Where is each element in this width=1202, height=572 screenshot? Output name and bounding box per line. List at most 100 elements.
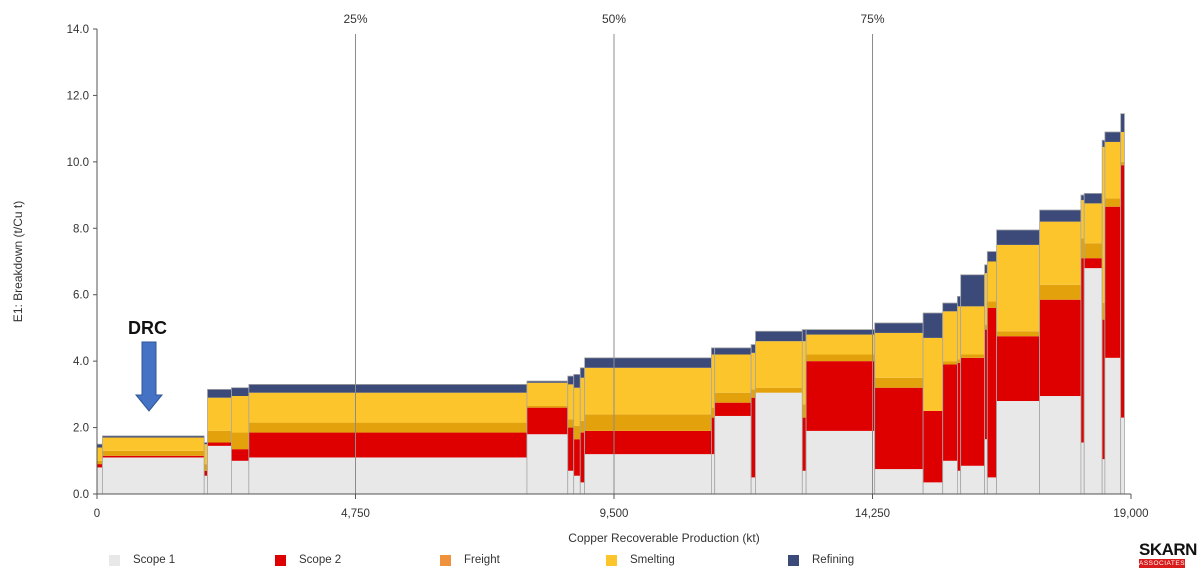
- scope-2-segment: [1039, 299, 1081, 397]
- smelting-segment: [1080, 200, 1085, 239]
- scope-1-segment: [960, 465, 985, 494]
- smelting-segment: [102, 437, 205, 451]
- freight-segment: [207, 430, 232, 443]
- legend-label: Refining: [812, 554, 855, 566]
- refining-segment: [711, 347, 715, 355]
- smelting-segment: [942, 311, 958, 362]
- scope-2-segment: [996, 336, 1040, 401]
- percentile-label: 25%: [343, 12, 367, 26]
- scope-1-segment: [584, 454, 712, 494]
- scope-1-segment: [97, 467, 103, 494]
- scope-2-segment: [711, 417, 715, 455]
- refining-segment: [874, 322, 924, 333]
- cost-bar: [231, 387, 250, 495]
- cost-bar: [579, 367, 586, 495]
- refining-segment: [802, 329, 807, 342]
- cost-bar: [1104, 131, 1122, 495]
- smelting-segment: [1084, 203, 1103, 244]
- logo-top-text: SKARN: [1139, 540, 1197, 559]
- cost-bar: [584, 357, 712, 495]
- scope-1-segment: [580, 482, 585, 494]
- cost-bar: [996, 229, 1040, 495]
- refining-segment: [573, 374, 581, 388]
- cost-bar: [984, 264, 988, 495]
- scope-1-segment: [1084, 268, 1103, 494]
- scope-2-segment: [231, 449, 249, 461]
- cost-bar: [805, 329, 876, 495]
- cost-bar: [203, 442, 208, 495]
- percentile-lines: 25% 50% 75%: [343, 12, 885, 494]
- scope-1-segment: [526, 434, 568, 494]
- refining-segment: [751, 344, 756, 353]
- scope-2-segment: [874, 387, 924, 470]
- freight-segment: [802, 404, 807, 418]
- smelting-segment: [573, 387, 581, 426]
- smelting-segment: [204, 444, 208, 465]
- scope-1-segment: [1102, 459, 1105, 494]
- scope-1-segment: [711, 454, 715, 494]
- scope-2-segment: [573, 439, 581, 476]
- scope-1-segment: [874, 469, 924, 494]
- freight-segment: [984, 324, 988, 330]
- refining-segment: [755, 331, 803, 342]
- cost-bar: [711, 347, 716, 495]
- legend-swatch: [440, 554, 451, 566]
- skarn-associates-logo: SKARN ASSOCIATES: [1139, 540, 1197, 568]
- cost-bar: [102, 435, 205, 495]
- scope-1-segment: [923, 482, 943, 494]
- scope-2-segment: [960, 357, 985, 466]
- cost-bar: [960, 274, 986, 495]
- smelting-segment: [923, 337, 943, 411]
- y-tick-label: 2.0: [73, 423, 89, 435]
- cost-bar: [801, 329, 807, 495]
- smelting-segment: [714, 354, 752, 393]
- cost-bar: [96, 443, 103, 495]
- smelting-segment: [957, 306, 961, 360]
- cost-bar: [207, 388, 232, 495]
- scope-2-segment: [802, 417, 807, 471]
- cost-bar: [750, 344, 756, 495]
- smelting-segment: [584, 367, 712, 415]
- scope-2-segment: [97, 464, 103, 468]
- freight-segment: [1080, 238, 1085, 259]
- smelting-segment: [755, 341, 803, 388]
- smelting-segment: [806, 334, 875, 355]
- cost-bar: [1083, 193, 1103, 495]
- scope-1-segment: [231, 460, 249, 494]
- freight-segment: [567, 419, 574, 428]
- cost-bar: [755, 330, 803, 495]
- scope-2-segment: [207, 442, 232, 446]
- refining-segment: [996, 229, 1040, 245]
- cost-bar: [1120, 113, 1125, 495]
- refining-segment: [248, 384, 527, 393]
- scope-1-segment: [984, 439, 988, 494]
- scope-1-segment: [567, 470, 574, 494]
- percentile-label: 75%: [860, 12, 884, 26]
- scope-1-segment: [1120, 417, 1125, 494]
- freight-segment: [751, 389, 756, 398]
- legend-label: Freight: [464, 554, 500, 566]
- refining-segment: [1039, 210, 1081, 222]
- legend-swatch: [275, 554, 286, 566]
- chart-legend: Scope 1 Scope 2 Freight Smelting Refinin…: [0, 554, 1202, 570]
- smelting-segment: [1102, 146, 1105, 304]
- scope-2-segment: [984, 329, 988, 440]
- refining-segment: [580, 367, 585, 378]
- smelting-segment: [207, 397, 232, 431]
- refining-segment: [960, 274, 985, 307]
- smelting-segment: [231, 396, 249, 433]
- refining-segment: [204, 442, 208, 445]
- x-tick-label: 19,000: [1113, 508, 1148, 520]
- refining-segment: [714, 347, 752, 355]
- x-tick-label: 0: [94, 508, 100, 520]
- scope-2-segment: [248, 432, 527, 458]
- legend-swatch: [606, 554, 617, 566]
- freight-segment: [526, 405, 568, 408]
- scope-1-segment: [207, 445, 232, 494]
- freight-segment: [248, 422, 527, 433]
- freight-segment: [957, 359, 961, 363]
- legend-item-freight: Freight: [440, 554, 500, 566]
- scope-1-segment: [204, 475, 208, 494]
- freight-segment: [580, 420, 585, 433]
- scope-2-segment: [806, 361, 875, 431]
